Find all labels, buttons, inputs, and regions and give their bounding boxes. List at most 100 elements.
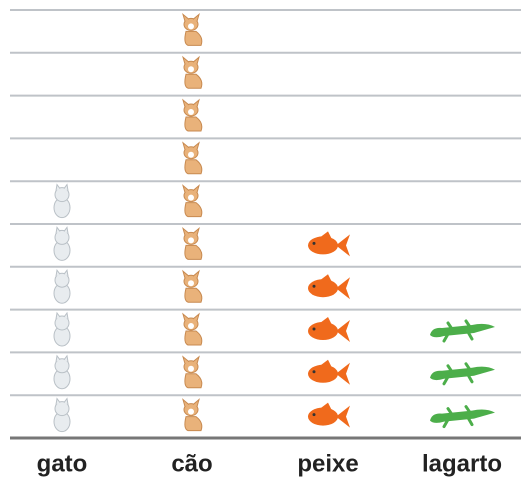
icon [182,184,203,218]
cat-ears [55,226,69,234]
cat-ears [55,268,69,277]
dog-body [184,116,203,132]
dog-body [184,30,203,46]
fish-eye [312,327,316,331]
x-tick-label: peixe [297,450,358,477]
icon-column [182,12,203,432]
dog-body [184,287,203,303]
dog-ears [182,312,200,322]
fish-eye [312,241,316,245]
cat-ears [55,311,69,320]
cat-head [54,315,70,331]
fish-fin [320,274,332,283]
lizard-body [430,366,495,381]
dog-body [184,73,203,89]
dog-ears [182,12,200,22]
fish-eye [312,370,316,374]
fish-eye [312,284,316,288]
icon [430,319,495,343]
fish-tail [336,362,350,385]
icon-column [308,231,350,428]
icon [53,397,71,433]
fish-fin [320,359,332,368]
cat-head [54,187,70,203]
icon [53,226,71,261]
fish-body [308,236,338,255]
cat-head [54,229,70,245]
fish-tail [336,405,350,428]
fish-fin [320,317,332,325]
icon [182,355,203,389]
fish-eye [312,413,316,417]
dog-face [188,66,194,73]
icon [182,141,203,175]
dog-body [184,330,203,346]
lizard-body [430,409,495,423]
icon [308,317,350,342]
dog-ears [182,226,200,236]
dog-ears [182,355,200,364]
cat-head [54,272,70,288]
icon [430,362,495,386]
lizard-legs [442,362,474,386]
icon [182,98,203,132]
dog-face [188,237,194,244]
dog-body [184,416,203,432]
dog-face [188,365,194,372]
dog-ears [182,269,200,279]
dog-face [188,194,194,201]
icon [182,312,203,346]
icon-column [430,319,495,429]
dog-face [188,408,194,415]
fish-body [308,364,338,383]
dog-face [188,23,194,30]
lizard-legs [442,319,474,343]
icon [182,269,203,303]
dog-face [188,151,194,158]
x-tick-label: gato [37,450,88,477]
icon [53,311,71,347]
dog-ears [182,398,200,407]
cat-head [54,401,70,417]
icon [53,183,71,219]
fish-body [308,407,338,426]
icon [182,12,203,46]
fish-tail [336,320,350,342]
icon [308,359,350,385]
dog-ears [182,184,200,193]
icon [430,405,495,429]
icon [182,55,203,89]
x-tick-label: cão [171,450,212,477]
icon [53,354,71,390]
dog-face [188,280,194,287]
dog-face [188,109,194,115]
lizard-body [430,323,495,338]
dog-ears [182,141,200,150]
cat-ears [55,354,69,362]
icon [308,274,350,300]
dog-body [184,373,203,389]
dog-ears [182,55,200,65]
icon [308,402,350,428]
fish-body [308,279,338,298]
dog-body [184,202,203,218]
icon [308,231,350,257]
icon [182,398,203,432]
dog-ears [182,98,200,108]
lizard-legs [442,405,474,429]
fish-fin [320,231,332,240]
cat-head [54,358,70,374]
fish-body [308,322,338,340]
dog-face [188,323,194,329]
fish-tail [336,277,350,300]
dog-body [184,159,203,175]
cat-ears [55,183,69,191]
x-tick-label: lagarto [422,450,502,477]
icon [182,226,203,260]
icon [53,268,71,304]
fish-fin [320,402,332,411]
dog-body [184,244,203,260]
cat-ears [55,397,69,405]
icon-column [53,183,71,433]
